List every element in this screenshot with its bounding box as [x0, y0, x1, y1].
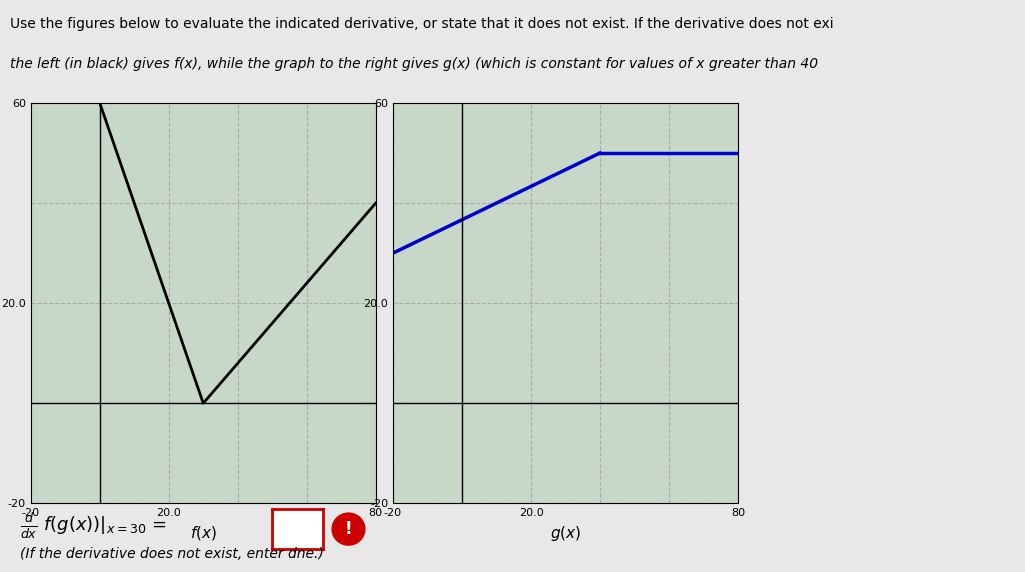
Text: $\frac{d}{dx}$ $f(g(x))|_{x=30}$ =: $\frac{d}{dx}$ $f(g(x))|_{x=30}$ = — [20, 511, 169, 541]
Text: !: ! — [344, 520, 353, 538]
Text: the left (in black) gives f(x), while the graph to the right gives g(x) (which i: the left (in black) gives f(x), while th… — [10, 57, 818, 71]
Text: Use the figures below to evaluate the indicated derivative, or state that it doe: Use the figures below to evaluate the in… — [10, 17, 834, 31]
X-axis label: $f(x)$: $f(x)$ — [190, 524, 216, 542]
Text: (If the derivative does not exist, enter dne.): (If the derivative does not exist, enter… — [20, 547, 324, 561]
Circle shape — [332, 513, 365, 545]
X-axis label: $g(x)$: $g(x)$ — [549, 524, 581, 543]
